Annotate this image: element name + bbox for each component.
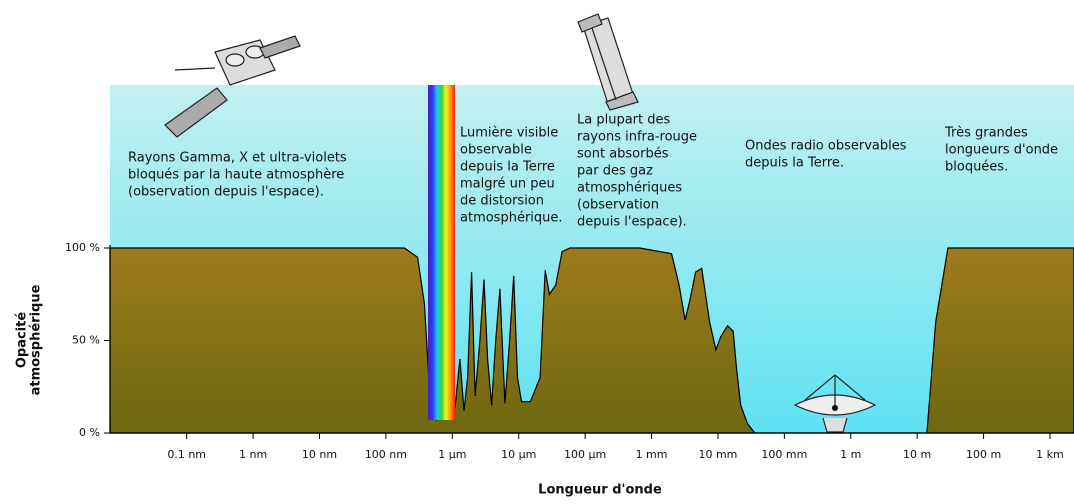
telescope-icon — [577, 13, 639, 111]
annotation-line: sont absorbés — [577, 147, 669, 162]
y-axis-title-line: atmosphérique — [29, 284, 44, 395]
annotation-line: Très grandes — [944, 126, 1028, 141]
x-tick-label: 1 m — [840, 448, 861, 461]
annotation-line: depuis l'espace). — [577, 215, 687, 230]
x-tick-label: 10 nm — [302, 448, 337, 461]
x-tick-label: 10 m — [903, 448, 931, 461]
annotation-line: longueurs d'onde — [945, 143, 1058, 158]
annotation-line: atmosphérique. — [460, 211, 563, 226]
annotation-line: (observation — [577, 198, 659, 213]
annotation-line: de distorsion — [460, 194, 544, 209]
visible-spectrum — [428, 85, 455, 420]
x-tick-label: 100 µm — [564, 448, 606, 461]
x-tick-label: 10 µm — [501, 448, 536, 461]
annotation-line: depuis la Terre — [460, 160, 555, 175]
x-tick-label: 100 nm — [365, 448, 407, 461]
x-tick-label: 1 µm — [438, 448, 466, 461]
annotation-line: depuis la Terre. — [745, 156, 844, 171]
x-tick-label: 100 m — [966, 448, 1001, 461]
y-tick-label: 100 % — [65, 241, 100, 254]
x-tick-label: 10 mm — [698, 448, 737, 461]
annotation-line: atmosphériques — [577, 181, 682, 196]
x-tick-label: 0.1 nm — [167, 448, 206, 461]
annotation-line: rayons infra-rouge — [577, 130, 697, 145]
y-tick-label: 50 % — [72, 334, 100, 347]
satellite-icon — [164, 35, 301, 138]
annotation-line: bloqués par la haute atmosphère — [128, 168, 344, 183]
annotation-line: par des gaz — [577, 164, 653, 179]
annotation-line: La plupart des — [577, 113, 670, 128]
y-axis-title-line: Opacité — [15, 312, 30, 369]
annotation-line: (observation depuis l'espace). — [128, 185, 324, 200]
annotation-line: observable — [460, 143, 532, 158]
x-tick-label: 1 nm — [239, 448, 267, 461]
annotation-line: malgré un peu — [460, 177, 555, 192]
radio-dish-icon — [793, 374, 877, 433]
x-tick-label: 100 mm — [761, 448, 807, 461]
x-tick-label: 1 mm — [636, 448, 668, 461]
annotation-line: Lumière visible — [460, 126, 558, 141]
annotation-line: bloquées. — [945, 160, 1008, 175]
annotation-line: Ondes radio observables — [745, 139, 907, 154]
x-axis-title: Longueur d'onde — [538, 483, 662, 498]
x-tick-label: 1 km — [1036, 448, 1064, 461]
y-tick-label: 0 % — [79, 426, 100, 439]
annotation-line: Rayons Gamma, X et ultra-violets — [128, 151, 347, 166]
y-axis-title: Opacité atmosphérique — [15, 284, 44, 395]
